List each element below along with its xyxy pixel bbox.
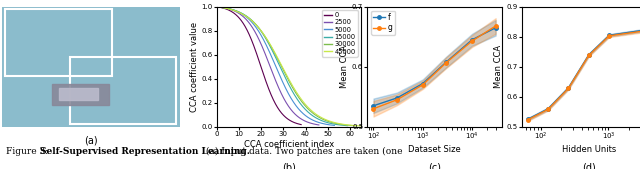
- 5000: [269, 60, 277, 62]
- 0: [295, 123, 303, 125]
- f: [585, 54, 593, 56]
- f: [544, 108, 552, 110]
- Line: 0: 0: [217, 7, 301, 125]
- g: [393, 99, 401, 101]
- Y-axis label: Mean CCA: Mean CCA: [340, 45, 349, 88]
- g: [468, 40, 476, 42]
- Text: (c): (c): [428, 163, 441, 169]
- 30000: [280, 69, 287, 71]
- g: [564, 87, 572, 89]
- 30000: [213, 6, 221, 8]
- Line: f: f: [372, 26, 497, 107]
- 2500: [315, 124, 323, 126]
- g: [370, 108, 378, 110]
- Line: 2500: 2500: [217, 7, 319, 125]
- f: [468, 39, 476, 41]
- g: [442, 62, 450, 64]
- 2500: [268, 71, 276, 73]
- 30000: [353, 125, 360, 127]
- f: [442, 61, 450, 63]
- 15000: [213, 6, 221, 8]
- 45000: [331, 122, 339, 124]
- 2500: [312, 124, 320, 126]
- 5000: [309, 119, 317, 121]
- Line: 15000: 15000: [217, 7, 348, 126]
- 2500: [297, 117, 305, 119]
- f: [370, 105, 378, 107]
- X-axis label: Hidden Units: Hidden Units: [562, 145, 616, 154]
- g: [585, 54, 593, 56]
- 45000: [282, 72, 289, 74]
- 30000: [296, 98, 304, 100]
- g: [524, 119, 532, 121]
- 2500: [274, 84, 282, 86]
- Y-axis label: Mean CCA: Mean CCA: [495, 45, 504, 88]
- Line: 5000: 5000: [217, 7, 334, 125]
- Text: Self-Supervised Representation Learning.: Self-Supervised Representation Learning.: [40, 147, 250, 156]
- 45000: [282, 73, 290, 75]
- Bar: [70, 57, 176, 124]
- 0: [253, 54, 260, 56]
- Line: g: g: [526, 28, 640, 122]
- 45000: [291, 89, 299, 91]
- 2500: [262, 55, 270, 57]
- 2500: [262, 53, 269, 55]
- g: [544, 108, 552, 110]
- Text: (a): (a): [84, 135, 98, 145]
- Bar: [52, 83, 109, 105]
- g: [605, 35, 613, 37]
- f: [605, 34, 613, 36]
- 0: [213, 6, 221, 8]
- 45000: [357, 125, 365, 127]
- 45000: [299, 100, 307, 102]
- 5000: [276, 76, 284, 78]
- Bar: [6, 9, 112, 76]
- f: [564, 87, 572, 89]
- 15000: [276, 65, 284, 67]
- 15000: [284, 81, 292, 83]
- X-axis label: CCA coefficient index: CCA coefficient index: [244, 140, 334, 149]
- g: [492, 25, 499, 27]
- f: [492, 27, 499, 29]
- Bar: [59, 88, 98, 100]
- 5000: [328, 124, 335, 126]
- Legend: 0, 2500, 5000, 15000, 30000, 45000: 0, 2500, 5000, 15000, 30000, 45000: [322, 10, 358, 57]
- 15000: [340, 124, 348, 126]
- Y-axis label: CCA coefficient value: CCA coefficient value: [190, 22, 199, 112]
- 45000: [213, 6, 221, 8]
- 5000: [213, 6, 221, 8]
- 0: [263, 83, 271, 86]
- 15000: [275, 64, 283, 66]
- 15000: [320, 120, 328, 123]
- Line: f: f: [526, 28, 640, 121]
- f: [419, 82, 427, 84]
- 0: [282, 117, 290, 119]
- 0: [253, 55, 261, 57]
- g: [419, 84, 427, 86]
- 15000: [291, 94, 299, 96]
- X-axis label: Dataset Size: Dataset Size: [408, 145, 461, 154]
- f: [524, 118, 532, 120]
- 30000: [289, 86, 296, 88]
- Line: 45000: 45000: [217, 7, 361, 126]
- 5000: [269, 58, 276, 60]
- Line: g: g: [372, 24, 497, 111]
- 5000: [283, 90, 291, 92]
- 30000: [349, 125, 357, 127]
- Legend: f, g: f, g: [371, 11, 395, 35]
- 30000: [328, 121, 335, 123]
- 45000: [354, 125, 362, 127]
- f: [393, 97, 401, 99]
- Text: (d): (d): [582, 163, 596, 169]
- Text: Figure 3:: Figure 3:: [6, 147, 51, 156]
- 0: [298, 124, 305, 126]
- Text: (b): (b): [282, 163, 296, 169]
- Text: (a) Input data. Two patches are taken (one: (a) Input data. Two patches are taken (o…: [203, 147, 403, 156]
- 0: [259, 70, 266, 72]
- 2500: [213, 6, 221, 8]
- 30000: [280, 71, 288, 73]
- 15000: [344, 125, 351, 127]
- 5000: [330, 124, 338, 126]
- Line: 30000: 30000: [217, 7, 356, 126]
